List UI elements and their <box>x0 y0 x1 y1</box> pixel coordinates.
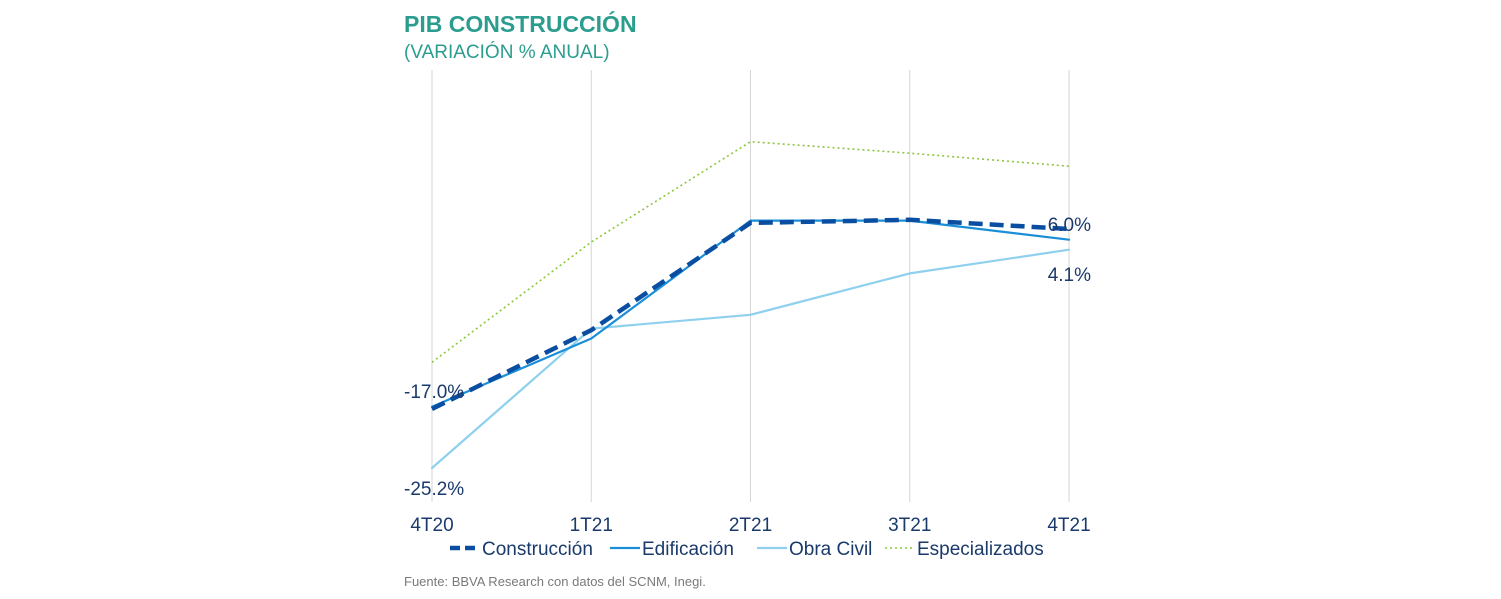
data-labels: -17.0% -25.2% 6.0% 4.1% <box>404 215 1091 500</box>
legend-label: Construcción <box>482 539 593 560</box>
series-line-obra-civil <box>430 248 1071 470</box>
data-label: -25.2% <box>404 479 464 500</box>
gridlines <box>431 70 1070 502</box>
x-tick-label: 4T20 <box>410 515 453 536</box>
data-label: 4.1% <box>1048 265 1091 286</box>
series-line-especializados <box>431 140 1070 363</box>
chart-subtitle: (VARIACIÓN % ANUAL) <box>404 41 610 63</box>
legend-label: Obra Civil <box>789 539 872 560</box>
chart-title: PIB CONSTRUCCIÓN <box>404 10 637 37</box>
legend: Construcción Edificación Obra Civil Especia… <box>450 539 1044 560</box>
series-line-edificaci-n <box>430 219 1071 408</box>
x-tick-label: 2T21 <box>729 515 772 536</box>
legend-label: Especializados <box>917 539 1044 560</box>
series-line-construcci-n <box>431 217 1070 412</box>
x-tick-label: 3T21 <box>888 515 931 536</box>
series-lines <box>430 140 1071 470</box>
legend-label: Edificación <box>642 539 734 560</box>
data-label: -17.0% <box>404 382 464 403</box>
x-tick-label: 4T21 <box>1047 515 1090 536</box>
source-note: Fuente: BBVA Research con datos del SCNM… <box>404 574 706 589</box>
x-axis-ticks: 4T20 1T21 2T21 3T21 4T21 <box>410 515 1090 536</box>
x-tick-label: 1T21 <box>570 515 613 536</box>
data-label: 6.0% <box>1048 215 1091 236</box>
